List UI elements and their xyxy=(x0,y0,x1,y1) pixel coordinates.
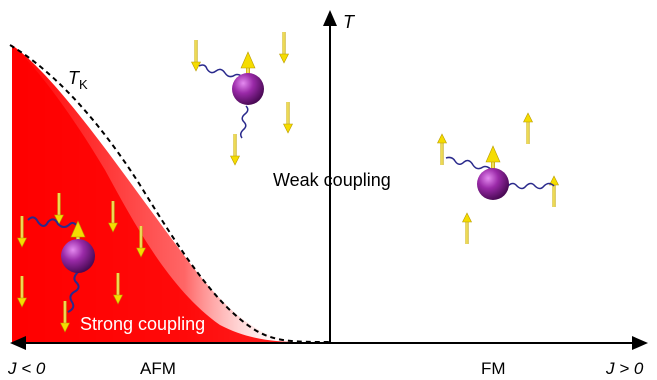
afm-strong-cluster xyxy=(17,192,146,333)
conduction-spin-up-icon xyxy=(549,175,559,208)
afm-weak-cluster xyxy=(191,31,293,166)
magnetic-impurity-icon xyxy=(232,73,264,105)
kondo-temperature-line xyxy=(9,44,331,343)
t-axis xyxy=(323,10,337,343)
strong-coupling-label: Strong coupling xyxy=(80,314,205,334)
conduction-spin-up-icon xyxy=(437,133,447,166)
conduction-spin-down-icon xyxy=(283,101,293,134)
conduction-spin-down-icon xyxy=(279,31,289,64)
j-positive-label: J > 0 xyxy=(605,359,644,378)
conduction-spin-down-icon xyxy=(230,133,240,166)
conduction-spin-up-icon xyxy=(523,112,533,145)
fm-cluster xyxy=(437,112,559,245)
magnetic-impurity-icon xyxy=(477,168,509,200)
t-axis-label: T xyxy=(343,12,356,32)
magnetic-impurity-icon xyxy=(61,239,95,273)
conduction-spin-up-icon xyxy=(462,212,472,245)
fm-label: FM xyxy=(481,359,506,378)
j-negative-label: J < 0 xyxy=(7,359,46,378)
tk-label: TK xyxy=(68,68,88,92)
conduction-spin-down-icon xyxy=(191,39,201,72)
weak-coupling-label: Weak coupling xyxy=(273,170,391,190)
afm-label: AFM xyxy=(140,359,176,378)
